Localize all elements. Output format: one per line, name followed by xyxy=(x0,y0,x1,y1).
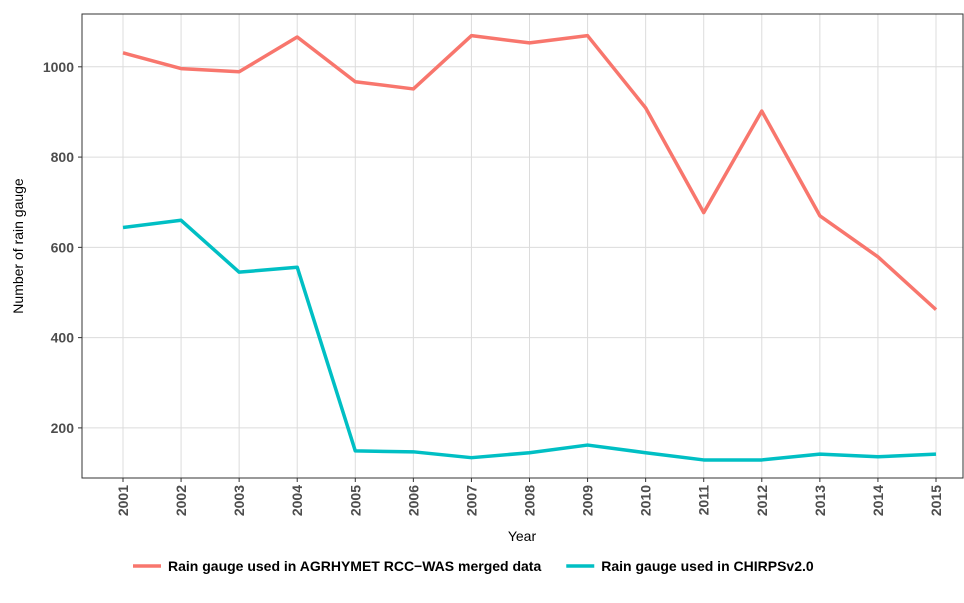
x-tick-label: 2005 xyxy=(347,485,363,516)
y-tick-label: 400 xyxy=(51,330,75,346)
line-series xyxy=(122,33,938,311)
plot-border xyxy=(81,13,964,479)
x-tick-label: 2004 xyxy=(289,485,305,516)
y-tick-label: 200 xyxy=(51,420,75,436)
x-tick-label: 2003 xyxy=(231,485,247,516)
x-tick-label: 2002 xyxy=(173,485,189,516)
y-tick-label: 1000 xyxy=(43,59,74,75)
x-tick-label: 2012 xyxy=(754,485,770,516)
x-tick-label: 2015 xyxy=(928,485,944,516)
legend-label: Rain gauge used in AGRHYMET RCC−WAS merg… xyxy=(168,558,541,574)
x-tick-label: 2006 xyxy=(405,485,421,516)
plot-background xyxy=(82,14,963,478)
x-tick-label: 2014 xyxy=(870,485,886,516)
x-tick-label: 2010 xyxy=(638,485,654,516)
legend-label: Rain gauge used in CHIRPSv2.0 xyxy=(601,558,814,574)
y-tick-label: 600 xyxy=(51,239,75,255)
x-axis-title: Year xyxy=(508,528,537,544)
x-tick-label: 2011 xyxy=(696,485,712,516)
y-tick-label: 800 xyxy=(51,149,75,165)
x-tick-label: 2008 xyxy=(522,485,538,516)
line-series xyxy=(122,218,937,462)
x-tick-label: 2007 xyxy=(463,485,479,516)
y-axis-title: Number of rain gauge xyxy=(10,178,26,314)
x-tick-label: 2009 xyxy=(580,485,596,516)
x-tick-label: 2001 xyxy=(115,485,131,516)
x-tick-label: 2013 xyxy=(812,485,828,516)
